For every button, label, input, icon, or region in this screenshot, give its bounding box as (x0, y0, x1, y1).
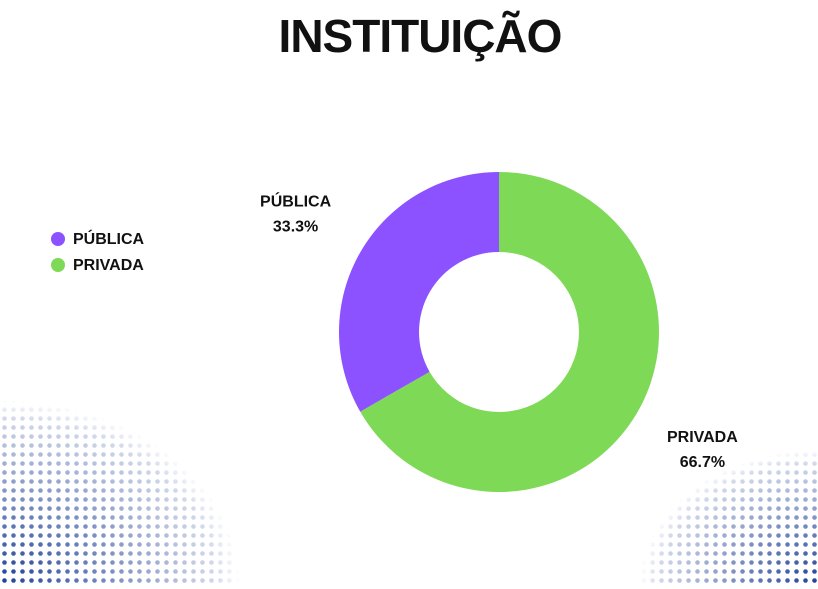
pie-slice (338, 172, 499, 412)
slice-category-label: PRIVADA (667, 429, 738, 446)
chart-title: INSTITUIÇÃO (279, 10, 562, 62)
slice-category-label: PÚBLICA (260, 192, 332, 211)
legend-swatch (51, 258, 65, 272)
slice-value-label: 66.7% (680, 454, 725, 471)
halftone-decoration (0, 400, 240, 584)
legend-label: PRIVADA (73, 257, 144, 274)
legend-swatch (51, 232, 65, 246)
slice-value-label: 33.3% (273, 219, 318, 236)
pie-slice (360, 172, 659, 492)
legend-label: PÚBLICA (73, 229, 145, 248)
halftone-decoration (640, 450, 818, 584)
